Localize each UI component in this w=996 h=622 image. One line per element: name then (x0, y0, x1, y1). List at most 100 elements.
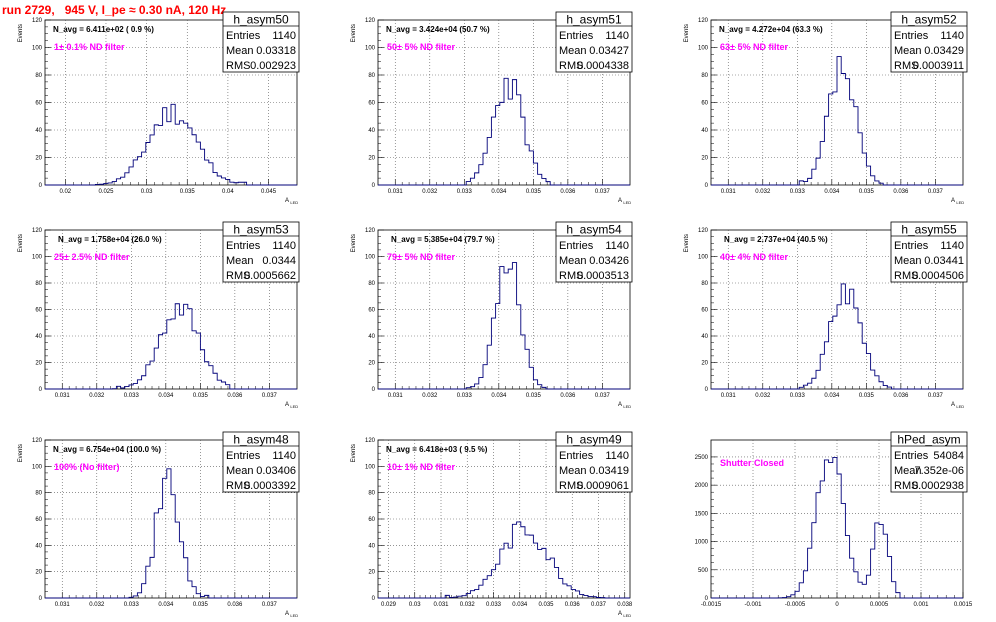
histogram-name: h_asym52 (901, 13, 957, 27)
stat-value: 0.03429 (924, 45, 964, 57)
y-tick-label: 20 (35, 156, 42, 162)
y-tick-label: 2000 (695, 483, 709, 489)
filter-annotation: 79± 5% ND filter (387, 252, 455, 262)
y-tick-label: 20 (701, 361, 708, 367)
stat-value: 1140 (272, 30, 296, 42)
y-tick-label: 120 (698, 18, 709, 24)
histogram-series (45, 103, 297, 186)
x-tick-label: 0.031 (55, 393, 71, 399)
y-tick-label: 80 (35, 281, 42, 287)
stat-value: 0.0004338 (577, 60, 629, 72)
x-tick-label: 0.036 (560, 189, 576, 195)
stat-label: Mean (894, 255, 922, 267)
x-tick-label: 0.032 (422, 189, 438, 195)
x-tick-label: 0.032 (422, 393, 438, 399)
x-tick-label: 0.045 (261, 189, 277, 195)
histogram-series (378, 521, 630, 599)
y-tick-label: 0 (705, 183, 709, 189)
x-tick-label: 0.035 (526, 189, 542, 195)
x-tick-label: 0.033 (124, 602, 140, 608)
histogram-name: h_asym55 (901, 223, 957, 237)
y-tick-label: 100 (365, 46, 376, 52)
navg-label: N_avg = 6.411e+02 ( 0.9 %) (53, 25, 154, 34)
x-tick-label: 0.035 (193, 393, 209, 399)
x-tick-label: 0.035 (859, 189, 875, 195)
stat-label: Mean (226, 45, 254, 57)
filter-annotation: 25± 2.5% ND filter (54, 252, 130, 262)
chart-panel-h_asym49: 0 20 40 60 80 100 120 0.029 0.03 0.031 0.032 0.033 0… (351, 431, 633, 618)
y-tick-label: 40 (368, 543, 375, 549)
x-tick-label: 0.033 (486, 602, 502, 608)
histogram-series (711, 283, 963, 390)
histogram-series (711, 457, 963, 599)
x-tick-label: 0.032 (89, 602, 105, 608)
stat-value: 0.0005662 (244, 270, 296, 282)
stat-value: 1140 (605, 450, 629, 462)
stats-box (890, 431, 968, 493)
stats-box (555, 11, 633, 73)
filter-annotation: Shutter Closed (720, 458, 784, 468)
y-tick-label: 80 (701, 281, 708, 287)
x-tick-label: 0.037 (928, 393, 944, 399)
y-tick-label: 80 (35, 491, 42, 497)
y-tick-label: 100 (698, 46, 709, 52)
y-tick-label: 20 (368, 156, 375, 162)
stat-label: Entries (226, 450, 261, 462)
y-tick-label: 1000 (695, 540, 709, 546)
y-tick-label: 100 (32, 46, 43, 52)
chart-panel-h_asym51: 0 20 40 60 80 100 120 0.031 0.032 0.033 0.034 0.035… (351, 11, 633, 205)
y-axis-label: Events (18, 24, 24, 42)
stat-label: Entries (894, 240, 929, 252)
y-tick-label: 80 (35, 73, 42, 79)
y-tick-label: 60 (368, 308, 375, 314)
y-tick-label: 60 (35, 101, 42, 107)
y-tick-label: 80 (701, 73, 708, 79)
x-tick-label: 0.031 (388, 189, 404, 195)
x-tick-label: 0.033 (457, 393, 473, 399)
stat-label: Entries (226, 240, 261, 252)
navg-label: N_avg = 1.758e+04 (26.0 %) (58, 235, 162, 244)
y-tick-label: 1500 (695, 511, 709, 517)
y-tick-label: 0 (39, 387, 43, 393)
y-tick-label: 60 (368, 517, 375, 523)
stat-label: Mean (559, 45, 587, 57)
stat-label: Mean (559, 465, 587, 477)
x-tick-label: 0.035 (180, 189, 196, 195)
y-tick-label: 20 (368, 570, 375, 576)
y-tick-label: 20 (35, 361, 42, 367)
stat-value: 0.0009061 (577, 480, 629, 492)
x-tick-label: 0.032 (460, 602, 476, 608)
stat-value: 1140 (272, 450, 296, 462)
x-tick-label: 0.037 (262, 602, 278, 608)
y-tick-label: 100 (365, 255, 376, 261)
stat-label: Entries (559, 240, 594, 252)
x-tick-label: 0.031 (55, 602, 71, 608)
stats-box (890, 11, 968, 73)
x-tick-label: 0.031 (433, 602, 449, 608)
x-tick-label: 0.029 (381, 602, 397, 608)
histogram-series (378, 77, 630, 186)
y-tick-label: 0 (39, 183, 43, 189)
y-tick-label: 0 (372, 596, 376, 602)
histogram-name: h_asym48 (233, 433, 289, 447)
x-tick-label: 0.034 (158, 602, 174, 608)
y-tick-label: 0 (372, 387, 376, 393)
stat-label: Entries (226, 30, 261, 42)
y-tick-label: 120 (365, 18, 376, 24)
x-axis-label: A LED (285, 611, 298, 618)
x-tick-label: 0.031 (721, 393, 737, 399)
stat-value: 1140 (605, 30, 629, 42)
x-tick-label: -0.001 (744, 602, 762, 608)
x-tick-label: 0.025 (98, 189, 114, 195)
y-tick-label: 20 (368, 361, 375, 367)
y-tick-label: 60 (368, 101, 375, 107)
x-tick-label: -0.0005 (785, 602, 806, 608)
y-tick-label: 0 (705, 387, 709, 393)
stat-label: RMS (226, 270, 250, 282)
histogram-series (45, 303, 297, 390)
y-axis-label: Events (684, 24, 690, 42)
x-tick-label: 0.034 (491, 189, 507, 195)
y-tick-label: 100 (698, 255, 709, 261)
x-tick-label: 0.035 (859, 393, 875, 399)
x-tick-label: 0.001 (913, 602, 929, 608)
